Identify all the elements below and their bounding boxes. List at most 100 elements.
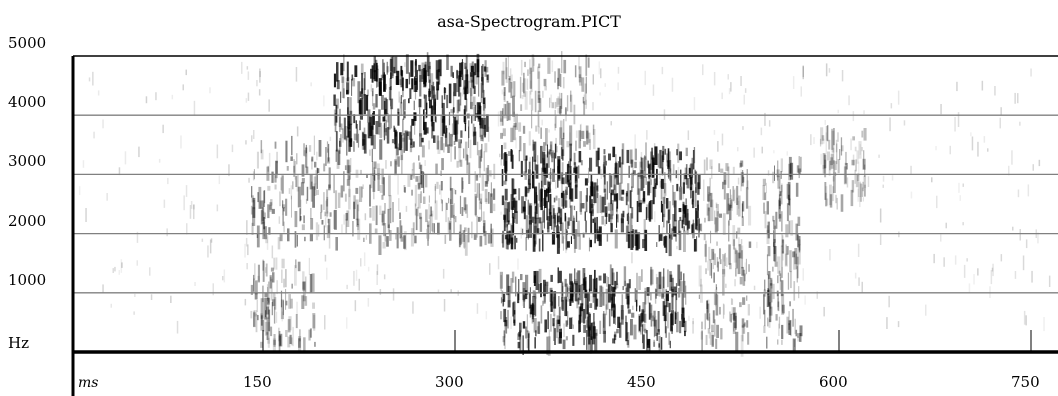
energy-striation <box>336 148 340 169</box>
noise-speck <box>136 260 138 266</box>
noise-speck <box>850 138 852 151</box>
noise-speck <box>490 173 492 178</box>
energy-striation <box>774 165 775 181</box>
energy-striation <box>567 217 571 226</box>
noise-speck <box>936 195 938 209</box>
energy-striation <box>570 205 573 221</box>
energy-region <box>762 156 803 351</box>
energy-striation <box>557 198 561 214</box>
energy-striation <box>656 332 659 341</box>
energy-striation <box>379 185 383 193</box>
noise-speck <box>640 152 643 161</box>
energy-striation <box>327 148 329 163</box>
energy-striation <box>479 235 483 247</box>
energy-striation <box>665 326 667 338</box>
energy-striation <box>477 111 481 122</box>
noise-speck <box>882 184 884 188</box>
energy-striation <box>313 314 316 331</box>
energy-striation <box>428 91 431 97</box>
energy-striation <box>695 187 697 207</box>
energy-striation <box>770 279 773 289</box>
noise-speck <box>404 62 406 67</box>
energy-striation <box>410 125 413 145</box>
energy-striation <box>257 315 259 321</box>
energy-striation <box>534 186 538 204</box>
energy-striation <box>586 292 589 315</box>
energy-striation <box>778 316 781 329</box>
energy-striation <box>262 260 265 282</box>
energy-striation <box>709 159 713 170</box>
energy-striation <box>301 224 305 231</box>
energy-striation <box>603 155 606 175</box>
energy-striation <box>540 127 542 139</box>
energy-striation <box>595 298 599 307</box>
energy-striation <box>795 253 797 270</box>
noise-speck <box>598 61 601 75</box>
energy-striation <box>272 272 275 283</box>
energy-striation <box>489 170 492 177</box>
energy-striation <box>472 96 476 106</box>
energy-striation <box>482 97 485 104</box>
energy-striation <box>558 270 562 283</box>
energy-striation <box>569 317 572 329</box>
noise-speck <box>634 134 636 149</box>
energy-striation <box>278 331 281 352</box>
energy-striation <box>346 210 350 227</box>
energy-striation <box>693 147 696 164</box>
noise-speck <box>324 254 327 262</box>
energy-striation <box>537 66 540 79</box>
energy-striation <box>393 125 395 132</box>
energy-striation <box>685 285 687 305</box>
energy-striation <box>417 193 421 209</box>
energy-striation <box>740 172 742 192</box>
energy-striation <box>732 166 735 174</box>
energy-striation <box>395 232 397 240</box>
energy-striation <box>274 184 277 190</box>
noise-speck <box>730 82 732 92</box>
energy-striation <box>781 294 785 315</box>
energy-striation <box>527 331 530 338</box>
energy-striation <box>799 325 803 337</box>
energy-striation <box>741 216 744 226</box>
energy-striation <box>679 216 682 221</box>
energy-striation <box>479 123 482 138</box>
energy-striation <box>831 130 835 153</box>
noise-speck <box>781 183 783 193</box>
noise-speck <box>816 291 818 299</box>
energy-striation <box>303 150 307 157</box>
energy-striation <box>514 200 518 213</box>
energy-striation <box>775 211 778 229</box>
noise-speck <box>461 88 464 97</box>
energy-striation <box>790 220 794 236</box>
noise-speck <box>149 267 151 276</box>
energy-region <box>501 141 701 257</box>
energy-striation <box>560 172 563 184</box>
energy-striation <box>705 334 708 345</box>
energy-striation <box>570 188 574 202</box>
noise-speck <box>786 151 788 156</box>
energy-striation <box>652 315 655 322</box>
energy-striation <box>423 109 425 131</box>
energy-striation <box>798 244 801 265</box>
energy-striation <box>565 172 568 184</box>
energy-striation <box>796 165 800 173</box>
noise-speck <box>891 175 894 181</box>
energy-striation <box>414 80 417 85</box>
energy-striation <box>274 141 277 149</box>
energy-striation <box>762 185 765 200</box>
energy-striation <box>346 61 349 82</box>
energy-striation <box>773 239 776 254</box>
energy-striation <box>832 176 835 182</box>
energy-striation <box>550 167 552 185</box>
energy-striation <box>405 54 409 74</box>
energy-striation <box>400 95 402 104</box>
energy-striation <box>729 204 732 221</box>
energy-striation <box>680 271 682 281</box>
energy-striation <box>573 217 576 239</box>
energy-striation <box>468 120 470 139</box>
energy-striation <box>527 339 529 350</box>
energy-striation <box>654 288 657 304</box>
energy-striation <box>642 302 645 313</box>
energy-striation <box>534 159 536 171</box>
